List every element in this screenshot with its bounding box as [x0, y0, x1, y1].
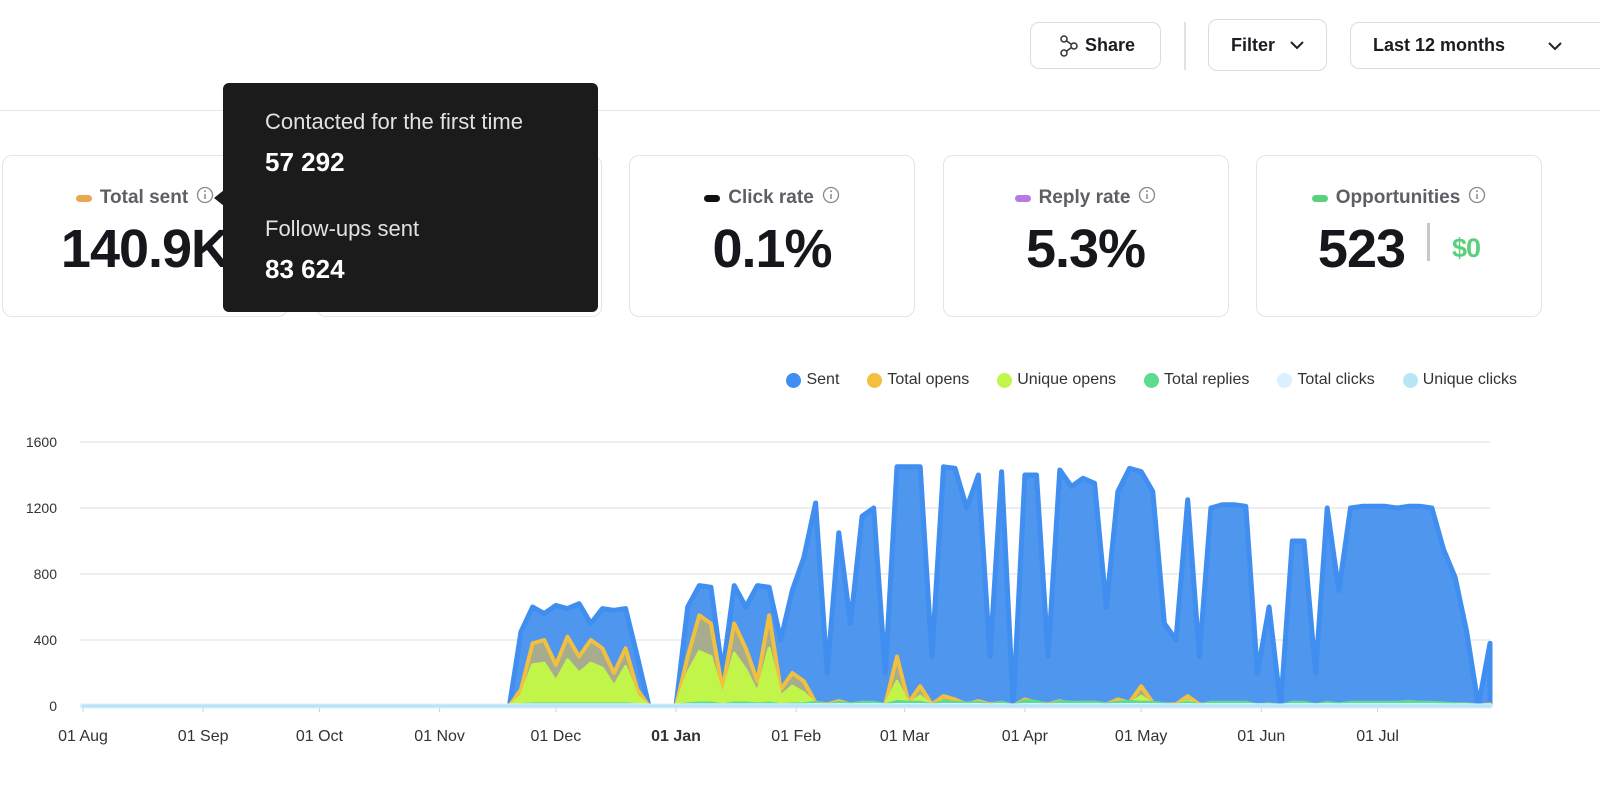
legend-swatch [997, 372, 1013, 388]
legend-item: Total opens [867, 371, 969, 389]
chart: 0 400 800 1200 1600 01 Aug 01 Sep 01 Oct 01 Nov 0… [26, 434, 1493, 745]
stat-header: Click rate [630, 186, 914, 210]
stat-card: Click rate 0.1% [629, 155, 915, 317]
y-tick-label: 1200 [26, 500, 57, 516]
stat-label: Total sent [99, 187, 189, 208]
legend-item: Total replies [1144, 371, 1249, 389]
y-tick-label: 800 [34, 566, 58, 582]
stat-label: Reply rate [1038, 187, 1131, 208]
stat-header: Opportunities [1257, 186, 1541, 210]
x-tick-label: 01 Mar [880, 728, 930, 745]
stat-dot [704, 194, 721, 202]
legend-label: Unique opens [1017, 371, 1116, 388]
range-label: Last 12 months [1373, 35, 1506, 55]
stat-dot [75, 194, 92, 202]
stat-number: 5.3% [1025, 219, 1146, 279]
x-tick-label: 01 Sep [178, 728, 229, 745]
stat-card: Total sent 140.9K [2, 155, 288, 317]
stat-dot [1014, 194, 1031, 202]
divider [1184, 22, 1186, 70]
stat-value: 0.1% [630, 218, 914, 280]
x-tick-label: 01 Jan [651, 728, 701, 745]
x-tick-label: 01 Jul [1356, 728, 1399, 745]
filter-label: Filter [1231, 34, 1276, 55]
legend-swatch [867, 372, 883, 388]
legend-swatch [1277, 372, 1293, 388]
stat-secondary: $0 [1452, 233, 1481, 263]
x-tick-label: 01 Apr [1002, 728, 1049, 745]
tooltip-value: 57 292 [265, 147, 345, 177]
y-tick-label: 0 [49, 698, 57, 714]
legend-swatch [1402, 372, 1418, 388]
tooltip: Contacted for the first time 57 292 Foll… [214, 83, 598, 312]
legend-label: Sent [806, 371, 840, 388]
x-tick-label: 01 May [1115, 728, 1167, 745]
stat-number: 0.1% [712, 219, 832, 279]
area [80, 464, 1493, 709]
x-tick-label: 01 Aug [58, 728, 108, 745]
stat-value: 523 $0 [1257, 218, 1541, 280]
x-tick-label: 01 Feb [771, 728, 821, 745]
chevron [1548, 41, 1562, 50]
stat-label: Opportunities [1335, 187, 1461, 208]
legend-item: Unique clicks [1402, 371, 1517, 389]
stat-dot [1311, 194, 1328, 202]
legend-swatch [786, 372, 802, 388]
info-icon [1138, 186, 1156, 210]
tooltip-value: 83 624 [265, 254, 345, 284]
x-tick-label: 01 Oct [296, 728, 344, 745]
stat-value: 5.3% [944, 218, 1228, 280]
info-icon [1468, 186, 1486, 210]
x-tick-label: 01 Dec [531, 728, 582, 745]
legend-label: Total opens [887, 371, 970, 388]
legend-item: Total clicks [1277, 371, 1375, 389]
legend-item: Unique opens [997, 371, 1116, 389]
tooltip-arrow [214, 190, 224, 206]
header-border [0, 110, 1600, 111]
legend-label: Total replies [1164, 371, 1250, 388]
legend: Sent Total opens Unique opens Total replies… [786, 371, 1517, 389]
y-tick-label: 400 [34, 632, 58, 648]
stat-card: Reply rate 5.3% [942, 155, 1229, 317]
range-select[interactable]: Last 12 months [1350, 22, 1600, 69]
legend-swatch [1144, 372, 1159, 388]
stat-value: 140.9K [3, 218, 287, 280]
legend-item: Sent [786, 371, 839, 389]
share-button[interactable]: Share [1030, 22, 1161, 69]
tooltip-label: Follow-ups sent [265, 216, 420, 241]
filter-button[interactable]: Filter [1208, 19, 1327, 71]
stat-number: 523 [1317, 219, 1406, 279]
x-tick-label: 01 Nov [414, 728, 465, 745]
y-tick-label: 1600 [26, 434, 57, 450]
stat-card: Opportunities 523 $0 [1256, 155, 1542, 317]
stat-header: Reply rate [944, 186, 1228, 210]
info-icon [822, 186, 840, 210]
share-label: Share [1085, 35, 1136, 55]
chevron [1290, 41, 1304, 50]
share-icon [1060, 34, 1078, 57]
stat-header: Total sent [3, 186, 287, 210]
info-icon [196, 186, 214, 210]
separator [1427, 223, 1431, 261]
tooltip-label: Contacted for the first time [265, 109, 523, 134]
legend-label: Total clicks [1297, 371, 1375, 388]
legend-label: Unique clicks [1422, 371, 1517, 388]
stat-label: Click rate [728, 187, 814, 208]
stat-number: 140.9K [60, 219, 230, 279]
x-tick-label: 01 Jun [1237, 728, 1285, 745]
